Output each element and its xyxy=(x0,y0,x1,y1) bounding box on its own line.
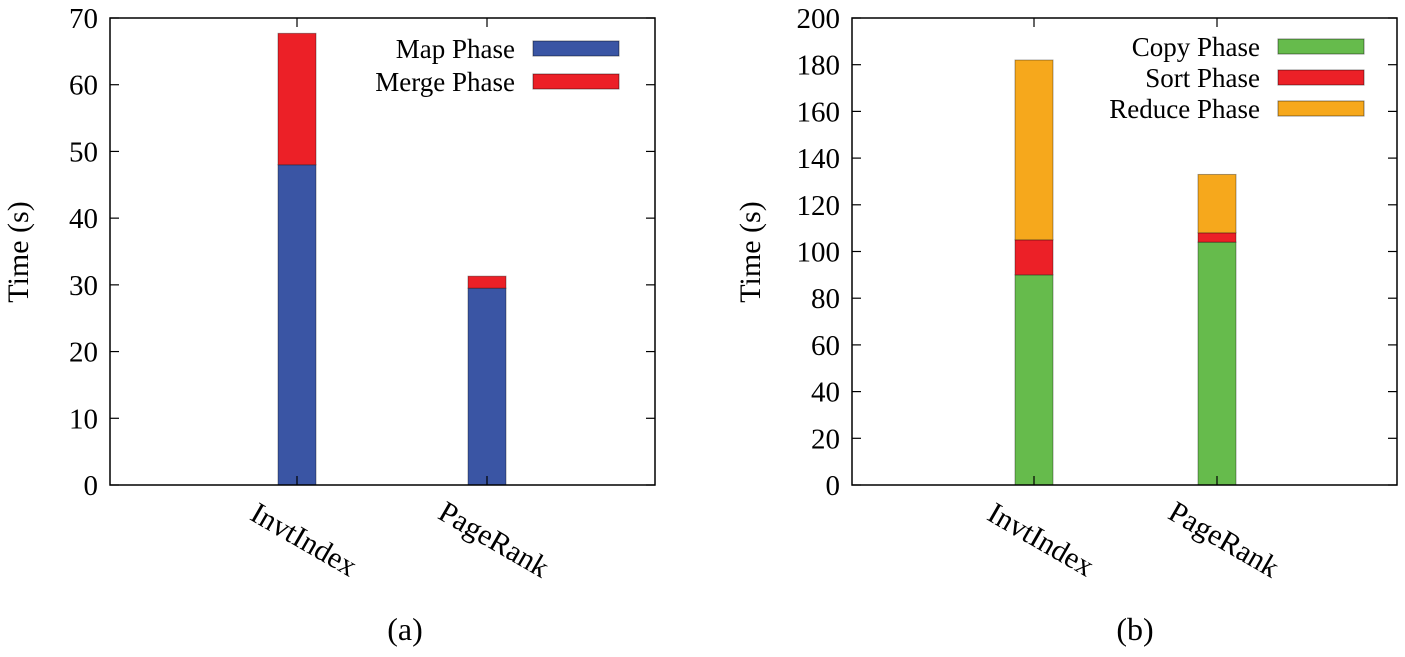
legend-swatch-sort-phase xyxy=(1277,69,1365,86)
bar-invtindex-reduce-phase xyxy=(1014,59,1054,241)
y-tick-label: 100 xyxy=(797,237,841,269)
plot-frame xyxy=(851,17,1398,486)
bar-pagerank-map-phase xyxy=(467,287,507,486)
legend-label-merge-phase: Merge Phase xyxy=(375,67,515,97)
y-tick-label: 40 xyxy=(69,203,98,235)
legend-swatch-map-phase xyxy=(532,40,620,57)
y-axis-label: Time (s) xyxy=(2,201,35,302)
bar-invtindex-sort-phase xyxy=(1014,239,1054,276)
y-tick-label: 40 xyxy=(811,377,840,409)
y-tick-label: 20 xyxy=(69,337,98,369)
bar-pagerank-copy-phase xyxy=(1197,241,1237,486)
y-axis-label: Time (s) xyxy=(734,201,767,302)
y-tick-label: 0 xyxy=(84,470,99,502)
x-tick-label-invtindex: InvtIndex xyxy=(982,496,1100,583)
y-tick-label: 30 xyxy=(69,270,98,302)
legend-label-copy-phase: Copy Phase xyxy=(1132,32,1260,62)
y-tick-label: 20 xyxy=(811,423,840,455)
x-tick-label-invtindex: InvtIndex xyxy=(245,496,363,583)
legend-label-sort-phase: Sort Phase xyxy=(1145,63,1260,93)
bar-invtindex-map-phase xyxy=(277,164,317,486)
bar-invtindex-merge-phase xyxy=(277,32,317,166)
y-tick-label: 70 xyxy=(69,3,98,35)
chart-panel-b: 0 20 40 60 80 100 120 140 160 180 200 InvtIndex Page… xyxy=(734,3,1398,647)
y-tick-label: 60 xyxy=(811,330,840,362)
legend-label-reduce-phase: Reduce Phase xyxy=(1109,94,1260,124)
y-tick-label: 10 xyxy=(69,403,98,435)
chart-panel-a: 0 10 20 30 40 50 60 70 InvtIndex PageRank Time (s)… xyxy=(2,3,656,647)
legend-swatch-merge-phase xyxy=(532,73,620,90)
x-tick-label-pagerank: PageRank xyxy=(1163,495,1285,584)
panel-caption: (a) xyxy=(387,611,423,647)
x-tick-label-pagerank: PageRank xyxy=(433,495,555,584)
y-tick-label: 80 xyxy=(811,283,840,315)
legend-swatch-copy-phase xyxy=(1277,38,1365,55)
bar-pagerank-merge-phase xyxy=(467,275,507,289)
y-tick-label: 50 xyxy=(69,136,98,168)
bar-pagerank-reduce-phase xyxy=(1197,173,1237,234)
panel-caption: (b) xyxy=(1116,611,1153,647)
y-tick-label: 200 xyxy=(797,3,841,35)
y-tick-label: 60 xyxy=(69,70,98,102)
bar-pagerank-sort-phase xyxy=(1197,232,1237,243)
y-tick-label: 140 xyxy=(797,143,841,175)
y-tick-label: 160 xyxy=(797,96,841,128)
bar-invtindex-copy-phase xyxy=(1014,274,1054,486)
plot-frame xyxy=(109,17,656,486)
legend-label-map-phase: Map Phase xyxy=(396,34,515,64)
y-tick-label: 180 xyxy=(797,50,841,82)
y-tick-label: 0 xyxy=(826,470,841,502)
y-tick-label: 120 xyxy=(797,190,841,222)
legend-swatch-reduce-phase xyxy=(1277,100,1365,117)
